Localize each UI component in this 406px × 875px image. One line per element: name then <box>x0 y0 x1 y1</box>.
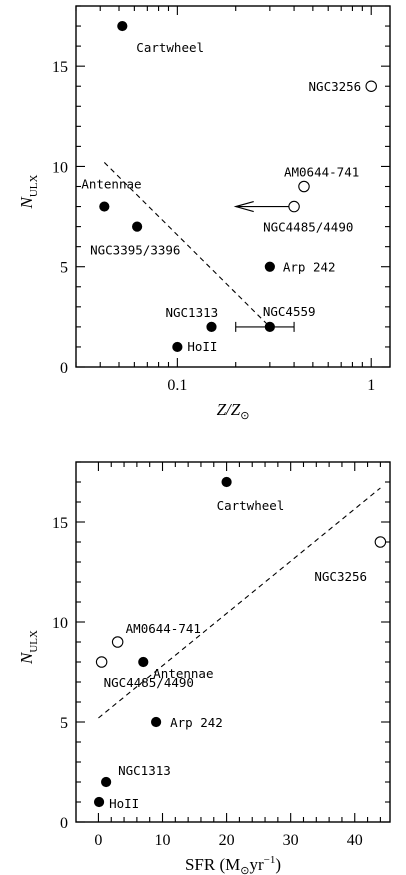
y-tick-label: 10 <box>52 159 68 176</box>
data-point-label: Cartwheel <box>217 498 285 513</box>
data-point <box>99 201 110 212</box>
data-point <box>206 321 217 332</box>
data-point-label: Antennae <box>81 177 141 192</box>
data-point-label: Arp 242 <box>170 715 223 730</box>
data-point <box>101 776 112 788</box>
y-tick-label: 0 <box>60 360 68 377</box>
data-point <box>151 716 162 728</box>
x-axis-label: SFR (M⊙yr−1) <box>185 854 281 875</box>
x-tick-label: 30 <box>283 832 299 849</box>
upper-limit-arrowhead <box>233 201 254 213</box>
data-point-label: Cartwheel <box>136 40 204 55</box>
data-point <box>111 636 124 648</box>
data-point <box>132 221 143 232</box>
data-point <box>138 656 149 668</box>
y-axis-label: NULX <box>17 174 40 209</box>
y-tick-label: 15 <box>52 515 68 532</box>
data-point-label: NGC4485/4490 <box>104 675 194 690</box>
data-point <box>93 796 105 808</box>
data-point-label: NGC3395/3396 <box>90 243 180 258</box>
data-point <box>365 80 377 92</box>
data-point <box>95 656 108 668</box>
y-tick-label: 5 <box>60 715 68 732</box>
data-point-label: NGC1313 <box>165 305 218 320</box>
chart-panel-2: 0 5 10 15 0 10 20 30 40 NULX SFR (M⊙yr−1) Cartwheel… <box>17 461 391 875</box>
data-point-label: NGC1313 <box>118 763 171 778</box>
data-point-label: HoII <box>187 339 217 354</box>
y-tick-label: 5 <box>60 260 68 277</box>
data-point <box>172 341 183 353</box>
data-point <box>221 476 232 488</box>
data-point-label: AM0644-741 <box>126 621 201 636</box>
fit-line <box>103 162 271 328</box>
data-point <box>264 321 275 332</box>
y-tick-label: 15 <box>52 59 68 76</box>
data-point-label: Antennae <box>153 666 213 681</box>
y-tick-label: 0 <box>60 815 68 832</box>
data-point-label: NGC4559 <box>263 304 316 319</box>
data-point <box>117 20 128 32</box>
fit-line <box>98 487 381 719</box>
y-axis-label: NULX <box>17 630 40 665</box>
x-tick-label: 0.1 <box>167 377 187 394</box>
data-point <box>298 180 310 193</box>
data-point-label: AM0644-741 <box>284 165 359 180</box>
data-point <box>264 261 275 272</box>
data-point-label: NGC3256 <box>314 569 367 584</box>
data-point-label: HoII <box>109 796 139 811</box>
x-tick-label: 20 <box>219 832 235 849</box>
x-tick-label: 1 <box>367 377 375 394</box>
x-tick-label: 10 <box>155 832 171 849</box>
chart-panel-1: 0 5 10 15 0.1 1 NULX Z/Z⊙ Cartwheel NGC3256 AM0644… <box>17 5 391 422</box>
x-tick-label: 0 <box>94 832 102 849</box>
data-point-label: Arp 242 <box>283 260 336 275</box>
data-point-label: NGC3256 <box>309 79 362 94</box>
x-axis-label: Z/Z⊙ <box>217 400 250 422</box>
data-point <box>288 200 300 213</box>
x-tick-label: 40 <box>347 832 363 849</box>
data-point-label: NGC4485/4490 <box>263 220 353 235</box>
y-tick-label: 10 <box>52 615 68 632</box>
data-point <box>374 536 387 548</box>
